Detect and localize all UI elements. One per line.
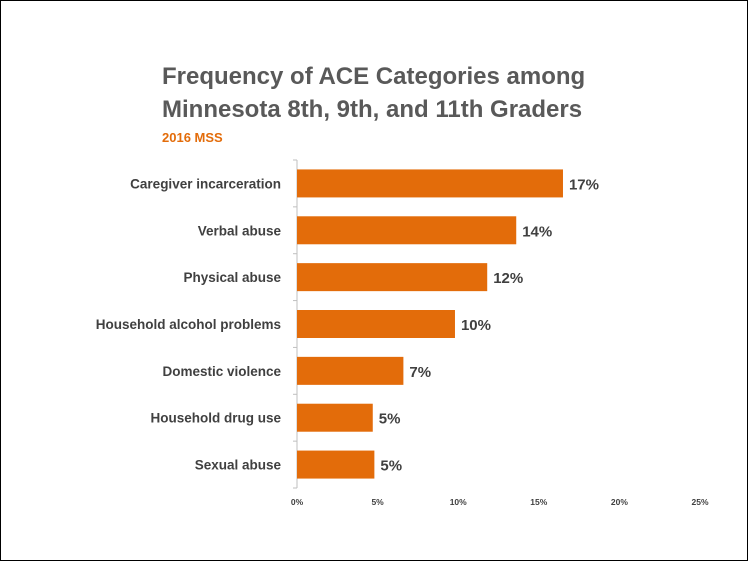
- category-label: Household drug use: [150, 411, 281, 426]
- bar: [297, 356, 404, 385]
- x-tick-label: 15%: [530, 497, 547, 507]
- bar: [297, 216, 517, 245]
- data-label: 5%: [379, 411, 401, 428]
- bar: [297, 169, 563, 198]
- x-tick-label: 20%: [611, 497, 628, 507]
- x-tick-label: 0%: [291, 497, 304, 507]
- chart-title: Frequency of ACE Categories among Minnes…: [162, 63, 586, 123]
- x-tick-label: 25%: [691, 497, 708, 507]
- category-label: Domestic violence: [162, 364, 281, 379]
- bar: [297, 263, 488, 292]
- bar: [297, 310, 455, 338]
- x-tick-label: 10%: [450, 497, 467, 507]
- data-label: 12%: [493, 270, 523, 287]
- category-label: Caregiver incarceration: [130, 176, 281, 191]
- category-label: Verbal abuse: [198, 223, 282, 238]
- data-label: 5%: [380, 458, 402, 475]
- chart-subtitle: 2016 MSS: [162, 130, 223, 145]
- bar: [297, 403, 373, 432]
- data-label: 7%: [409, 364, 431, 381]
- bar: [297, 450, 375, 479]
- data-label: 10%: [461, 317, 491, 334]
- category-label: Household alcohol problems: [96, 317, 281, 332]
- data-label: 17%: [569, 176, 599, 193]
- data-label: 14%: [522, 223, 552, 240]
- x-tick-label: 5%: [371, 497, 384, 507]
- category-label: Sexual abuse: [195, 458, 282, 473]
- category-label: Physical abuse: [183, 270, 281, 285]
